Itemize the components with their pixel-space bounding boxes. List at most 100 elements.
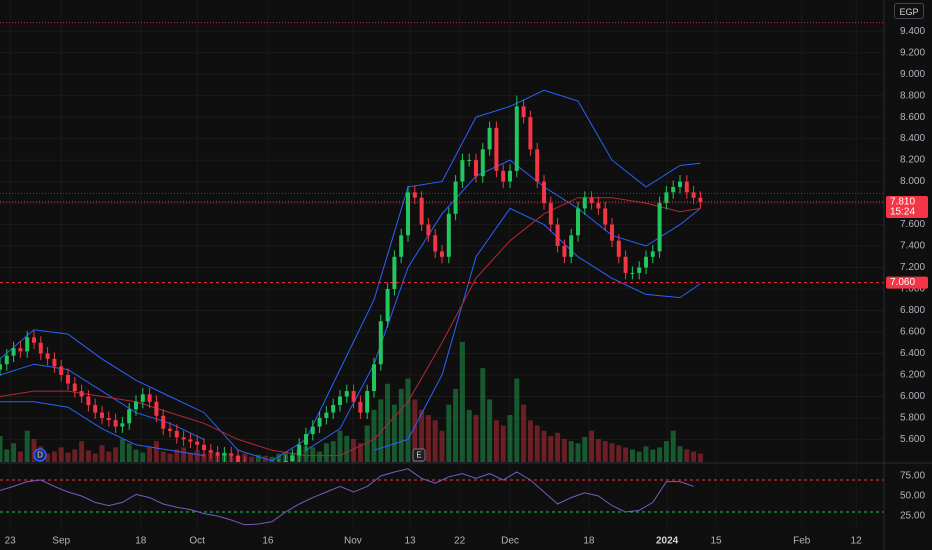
rsi-pane	[0, 468, 884, 526]
volume-bar	[99, 445, 105, 462]
candle-body	[100, 412, 104, 418]
volume-bar	[595, 439, 601, 462]
candle-body	[487, 127, 492, 150]
x-tick-label: Oct	[189, 536, 205, 547]
candle-body	[168, 428, 172, 431]
volume-bar	[17, 451, 23, 462]
indicator-line	[0, 197, 701, 457]
y-tick-label: 6.400	[900, 348, 925, 359]
candle-body	[195, 441, 200, 445]
volume-bar	[106, 451, 112, 462]
volume-bar	[459, 342, 465, 462]
candle-body	[324, 412, 329, 418]
candle-body	[215, 452, 220, 456]
volume-bar	[487, 399, 493, 462]
candle-body	[11, 348, 16, 356]
y-tick-label: 6.800	[900, 305, 925, 316]
volume-bar	[480, 368, 486, 462]
candle-body	[582, 197, 587, 209]
x-tick-label: 18	[583, 536, 595, 547]
volume-bar	[439, 430, 445, 462]
y-tick-label: 5.600	[900, 434, 925, 445]
candle-body	[671, 186, 676, 193]
candle-body	[446, 213, 451, 257]
currency-button[interactable]: EGP	[894, 3, 924, 19]
volume-bar	[92, 453, 98, 462]
y-tick-label: 8.400	[900, 133, 925, 144]
y-tick-label: 9.200	[900, 47, 925, 58]
countdown-label: 15:24	[890, 207, 915, 218]
price-label-box	[886, 195, 928, 218]
candle-body	[229, 453, 234, 456]
volume-bar	[269, 456, 275, 462]
volume-bar	[344, 435, 350, 462]
candle-body	[474, 160, 478, 177]
volume-bar	[453, 388, 459, 462]
volume-bar	[113, 447, 119, 462]
candle-body	[290, 455, 295, 461]
volume-bar	[201, 453, 207, 462]
volume-bar	[691, 451, 697, 462]
volume-bar	[534, 425, 540, 462]
candle-body	[440, 251, 444, 257]
volume-bar	[636, 451, 642, 462]
volume-bar	[623, 447, 629, 462]
volume-bar	[391, 404, 397, 462]
candle-body	[657, 203, 662, 252]
candle-body	[106, 417, 111, 421]
volume-bar	[500, 425, 506, 462]
volume-bar	[548, 435, 554, 462]
y-tick-label: 6.200	[900, 370, 925, 381]
volume-bar	[51, 451, 57, 462]
svg-text:E: E	[416, 451, 421, 460]
y-tick-label: 5.800	[900, 413, 925, 424]
volume-bar	[249, 456, 255, 462]
y-tick-label: 9.400	[900, 26, 925, 37]
volume-bar	[385, 383, 391, 462]
candle-body	[310, 426, 315, 435]
volume-bar	[79, 441, 85, 462]
volume-bar	[419, 409, 425, 462]
volume-bar	[697, 453, 703, 462]
volume-bar	[310, 447, 316, 462]
candle-body	[412, 192, 417, 198]
volume-bar	[0, 435, 3, 462]
volume-bar	[174, 449, 180, 462]
x-tick-label: 13	[404, 536, 416, 547]
candle-body	[351, 391, 356, 402]
candle-body	[79, 391, 84, 397]
candle-body	[378, 321, 383, 365]
volume-bar	[575, 443, 581, 462]
candle-body	[304, 434, 308, 445]
volume-bar	[126, 443, 132, 462]
volume-bar	[473, 415, 479, 462]
volume-bar	[514, 378, 520, 462]
volume-bar	[45, 453, 51, 462]
candle-body	[535, 149, 540, 182]
volume-bar	[432, 420, 438, 462]
x-tick-label: 22	[454, 536, 466, 547]
volume-bar	[153, 441, 159, 462]
candle-body	[610, 224, 614, 241]
volume-bar	[561, 439, 567, 462]
candle-body	[589, 197, 594, 204]
candle-body	[32, 337, 36, 343]
candle-body	[147, 394, 152, 402]
candle-body	[317, 417, 322, 427]
candle-body	[331, 405, 336, 413]
x-tick-label: 23	[5, 536, 17, 547]
volume-bar	[58, 447, 64, 462]
x-tick-label: 12	[851, 536, 863, 547]
volume-bar	[589, 430, 595, 462]
volume-bar	[276, 453, 282, 462]
svg-text:D: D	[37, 451, 43, 460]
candle-body	[66, 374, 70, 384]
volume-bar	[670, 430, 676, 462]
candle-body	[399, 235, 404, 257]
volume-bar	[317, 451, 323, 462]
candle-body	[562, 246, 567, 257]
candle-body	[120, 423, 125, 427]
candle-body	[542, 181, 546, 204]
volume-bar	[378, 399, 384, 462]
candle-body	[338, 396, 342, 406]
